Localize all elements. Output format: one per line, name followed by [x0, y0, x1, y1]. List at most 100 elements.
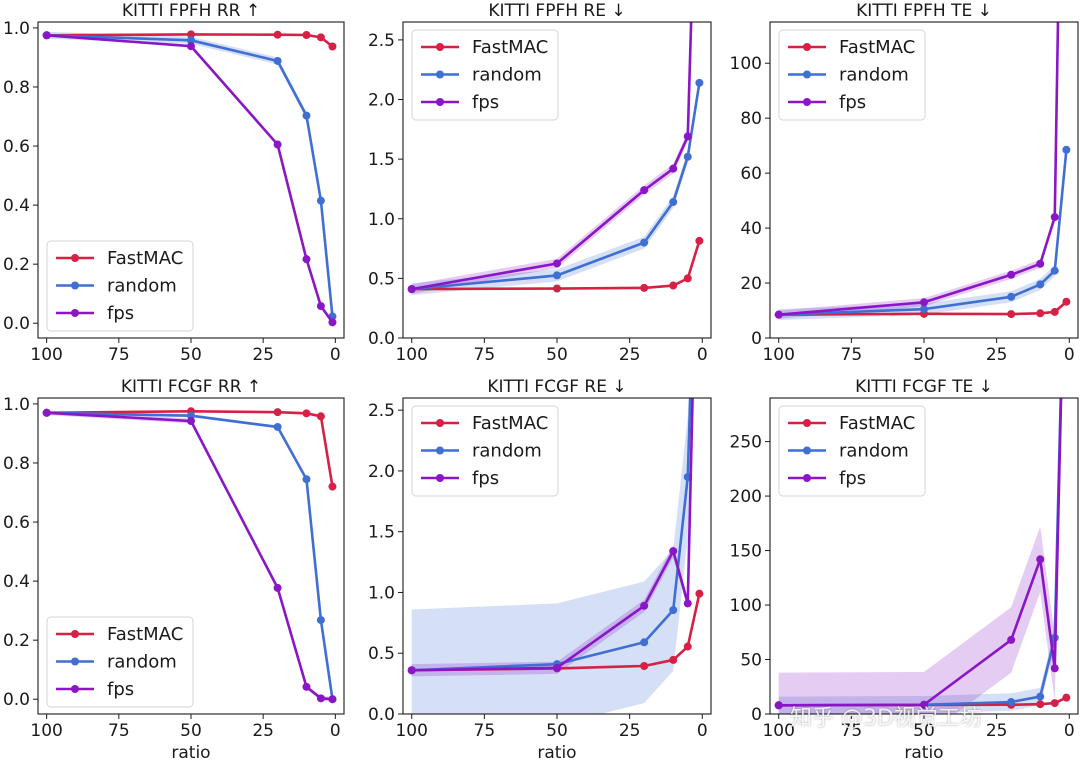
data-point-fps	[316, 302, 325, 311]
data-point-fps	[302, 682, 311, 691]
legend-marker-fps	[436, 474, 444, 482]
legend-marker-fastmac	[803, 419, 811, 427]
legend-label-fps: fps	[472, 468, 499, 489]
chart-6: KITTI FCGF TE ↓100 75 50 25 0050100150200250…	[730, 377, 1079, 763]
x-tick-label: 50	[180, 345, 202, 365]
data-point-fps	[273, 140, 282, 149]
y-tick-label: 2.5	[368, 31, 395, 51]
chart-title: KITTI FPFH RR ↑	[122, 1, 260, 21]
data-point-fps	[669, 164, 678, 173]
x-tick-label: 50	[180, 721, 202, 741]
x-tick-label: 0	[330, 345, 341, 365]
data-point-fps	[302, 255, 311, 264]
x-tick-label: 25	[252, 345, 274, 365]
data-point-random	[302, 475, 311, 484]
legend-marker-random	[803, 70, 811, 79]
legend-marker-fps	[803, 98, 811, 106]
data-point-random	[302, 111, 311, 120]
data-point-fps	[1050, 213, 1059, 222]
x-tick-label: 0	[697, 345, 708, 365]
y-tick-label: 0.6	[3, 513, 30, 533]
series-band-fps	[778, 398, 1062, 714]
series-line-fps	[411, 22, 693, 291]
legend-label-fastmac: FastMAC	[472, 37, 548, 58]
data-point-fastmac	[1062, 693, 1071, 702]
data-point-random	[669, 198, 678, 207]
chart-title: KITTI FCGF TE ↓	[855, 377, 993, 397]
data-point-random	[640, 238, 649, 247]
y-tick-label: 0	[751, 329, 762, 349]
x-tick-label: 25	[986, 721, 1008, 741]
data-point-fastmac	[669, 281, 678, 290]
legend: FastMAC random fps	[46, 616, 194, 708]
x-tick-label: 0	[330, 721, 341, 741]
series-line-fps	[778, 398, 1063, 707]
y-tick-label: 1.0	[368, 583, 395, 603]
legend-marker-random	[436, 446, 444, 455]
y-tick-label: 250	[730, 433, 762, 453]
chart-title: KITTI FPFH RE ↓	[488, 1, 625, 21]
legend-label-fastmac: FastMAC	[107, 248, 183, 269]
data-point-fastmac	[187, 30, 195, 39]
data-point-fps	[187, 417, 195, 426]
data-point-fps	[920, 298, 928, 307]
legend-label-fastmac: FastMAC	[839, 37, 915, 58]
series-line-random	[46, 411, 334, 700]
legend-label-fastmac: FastMAC	[472, 413, 548, 434]
data-point-fastmac	[328, 482, 337, 491]
data-point-fastmac	[316, 33, 325, 42]
chart-4: KITTI FCGF RR ↑ 100 75 50 25 0 0.0 0.2 0.4 0.6 0.8…	[3, 377, 345, 763]
legend-box	[411, 405, 559, 497]
x-tick-label: 75	[474, 345, 496, 365]
legend: FastMAC random fps	[411, 405, 559, 497]
y-tick-label: 0.0	[3, 314, 30, 334]
y-tick-label: 150	[730, 542, 762, 562]
x-tick-label: 100	[762, 721, 794, 741]
data-point-fps	[774, 310, 783, 319]
y-tick-label: 0.5	[368, 269, 395, 289]
data-point-fastmac	[683, 274, 692, 283]
x-tick-label: 75	[108, 721, 130, 741]
y-tick-label: 0.8	[3, 78, 30, 98]
legend-marker-fps	[803, 474, 811, 482]
data-point-fastmac	[1007, 310, 1016, 319]
data-point-random	[553, 271, 561, 280]
data-point-fps	[42, 408, 51, 417]
data-point-fps	[1007, 270, 1016, 279]
chart-5: KITTI FCGF RE ↓ 100 75 50 25 0 0.0 0.5 1.0 1.5 2.0…	[368, 377, 712, 763]
data-point-fps	[42, 31, 51, 40]
x-axis-label: ratio	[904, 743, 943, 763]
data-point-fastmac	[328, 42, 337, 51]
data-point-fastmac	[1036, 700, 1045, 709]
series-line-random	[411, 398, 692, 672]
legend-box	[46, 616, 194, 708]
data-point-fps	[407, 285, 416, 294]
legend-label-random: random	[839, 65, 909, 86]
x-tick-label: 25	[619, 721, 641, 741]
x-tick-label: 0	[697, 721, 708, 741]
data-point-fastmac	[640, 283, 649, 292]
data-point-fps	[640, 186, 649, 195]
x-tick-label: 0	[1064, 345, 1075, 365]
legend: FastMAC random fps	[778, 29, 926, 121]
x-tick-label: 25	[619, 345, 641, 365]
x-tick-label: 50	[546, 345, 568, 365]
series-line-random	[46, 33, 334, 317]
legend-box	[411, 29, 559, 121]
y-tick-label: 80	[740, 109, 762, 129]
legend-label-random: random	[107, 276, 177, 297]
data-point-fps	[553, 663, 561, 672]
data-point-random	[1050, 266, 1059, 275]
x-tick-label: 75	[841, 721, 863, 741]
legend-marker-random	[803, 446, 811, 455]
y-tick-label: 2.0	[368, 462, 395, 482]
legend-box	[778, 405, 926, 497]
legend-marker-fps	[71, 685, 79, 693]
y-tick-label: 1.0	[3, 395, 30, 415]
data-point-random	[316, 196, 325, 205]
data-point-fastmac	[302, 30, 311, 39]
legend: FastMAC random fps	[411, 29, 559, 121]
data-point-fps	[407, 666, 416, 675]
legend-marker-fastmac	[436, 43, 444, 51]
